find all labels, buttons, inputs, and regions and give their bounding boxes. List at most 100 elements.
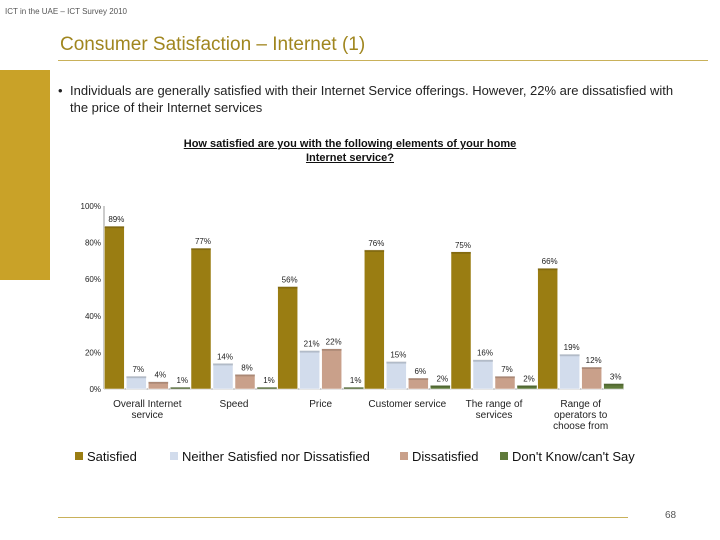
bar-0-3 xyxy=(364,249,385,390)
data-label: 19% xyxy=(564,343,580,352)
data-label: 1% xyxy=(350,376,362,385)
legend-label: Neither Satisfied nor Dissatisfied xyxy=(182,449,370,464)
data-label: 7% xyxy=(501,365,513,374)
bar-1-3 xyxy=(386,361,407,390)
data-label: 22% xyxy=(326,338,342,347)
bar-1-4 xyxy=(472,359,494,390)
data-label: 56% xyxy=(282,276,298,285)
data-label: 15% xyxy=(390,351,406,360)
header-text: ICT in the UAE – ICT Survey 2010 xyxy=(5,7,127,16)
bar-0-0 xyxy=(104,225,125,390)
bar-top-shade xyxy=(451,251,471,254)
bar-3-5 xyxy=(603,383,624,390)
data-label: 75% xyxy=(455,241,471,250)
x-tick-label: service xyxy=(131,410,163,421)
bullet-marker: • xyxy=(58,83,63,98)
bar-1-1 xyxy=(212,363,234,390)
x-tick-label: The range of xyxy=(466,399,523,410)
chart-title: How satisfied are you with the following… xyxy=(130,137,570,165)
bullet-point: • Individuals are generally satisfied wi… xyxy=(58,82,680,116)
bar-top-shade xyxy=(364,249,385,252)
bar-2-1 xyxy=(234,374,256,390)
data-label: 1% xyxy=(263,376,275,385)
data-label: 21% xyxy=(304,340,320,349)
bar-top-shade xyxy=(343,387,364,390)
bar-top-shade xyxy=(235,374,255,377)
bar-2-3 xyxy=(408,377,429,390)
bar-2-4 xyxy=(494,375,516,390)
bar-top-shade xyxy=(559,354,580,357)
bar-top-shade xyxy=(430,385,451,388)
data-label: 16% xyxy=(477,349,493,358)
x-tick-label: choose from xyxy=(553,421,608,432)
y-tick-label: 20% xyxy=(85,348,101,357)
bar-top-shade xyxy=(257,387,277,390)
x-tick-label: Customer service xyxy=(368,399,446,410)
bar-top-shade xyxy=(537,268,558,271)
bar-top-shade xyxy=(321,348,342,351)
x-tick-label: operators to xyxy=(554,410,608,421)
bar-top-shade xyxy=(408,378,429,381)
bar-0-2 xyxy=(277,286,298,390)
bar-3-1 xyxy=(256,386,278,390)
data-label: 66% xyxy=(542,257,558,266)
data-label: 89% xyxy=(108,215,124,224)
bar-3-4 xyxy=(516,385,538,390)
data-label: 76% xyxy=(368,239,384,248)
bar-top-shade xyxy=(126,376,147,379)
bar-top-shade xyxy=(581,367,602,370)
x-tick-label: Range of xyxy=(560,399,601,410)
data-label: 77% xyxy=(195,237,211,246)
y-tick-label: 80% xyxy=(85,239,101,248)
y-tick-label: 60% xyxy=(85,275,101,284)
data-label: 4% xyxy=(155,371,167,380)
bar-0-5 xyxy=(537,267,558,390)
data-label: 1% xyxy=(177,376,189,385)
data-label: 3% xyxy=(610,373,622,382)
chart-title-line2: Internet service? xyxy=(305,152,395,164)
side-accent-block xyxy=(0,70,50,280)
bar-top-shade xyxy=(603,383,624,386)
title-divider xyxy=(58,60,708,61)
y-tick-label: 100% xyxy=(81,202,101,211)
y-tick-label: 0% xyxy=(89,385,101,394)
legend-swatch xyxy=(400,452,408,460)
bar-3-3 xyxy=(430,385,451,390)
y-tick-label: 40% xyxy=(85,312,101,321)
bar-top-shade xyxy=(191,248,211,251)
bar-top-shade xyxy=(170,387,191,390)
bar-top-shade xyxy=(495,376,515,379)
legend-swatch xyxy=(170,452,178,460)
legend-label: Don't Know/can't Say xyxy=(512,449,635,464)
legend-swatch xyxy=(500,452,508,460)
bar-1-5 xyxy=(559,353,580,390)
page-title: Consumer Satisfaction – Internet (1) xyxy=(60,34,366,55)
bar-3-2 xyxy=(343,386,364,390)
bar-top-shade xyxy=(104,226,125,229)
bar-1-0 xyxy=(126,375,147,390)
chart-title-line1: How satisfied are you with the following… xyxy=(183,138,517,150)
legend-swatch xyxy=(75,452,83,460)
legend-label: Satisfied xyxy=(87,449,137,464)
bar-1-2 xyxy=(299,350,320,390)
x-tick-label: services xyxy=(476,410,513,421)
x-tick-label: Overall Internet xyxy=(113,399,182,410)
x-tick-label: Speed xyxy=(220,399,249,410)
bar-top-shade xyxy=(473,359,493,362)
bar-top-shade xyxy=(277,286,298,289)
page-number: 68 xyxy=(665,510,677,521)
data-label: 14% xyxy=(217,352,233,361)
bar-2-0 xyxy=(148,381,169,390)
footer-divider xyxy=(58,517,628,518)
data-label: 2% xyxy=(437,374,449,383)
legend-item: Dissatisfied xyxy=(400,449,478,464)
bar-top-shade xyxy=(299,350,320,353)
legend-item: Don't Know/can't Say xyxy=(500,449,635,464)
data-label: 2% xyxy=(523,374,535,383)
bar-3-0 xyxy=(170,386,191,390)
bar-top-shade xyxy=(517,385,537,388)
data-label: 7% xyxy=(133,365,145,374)
bullet-text: Individuals are generally satisfied with… xyxy=(70,83,674,115)
bar-2-5 xyxy=(581,366,602,390)
